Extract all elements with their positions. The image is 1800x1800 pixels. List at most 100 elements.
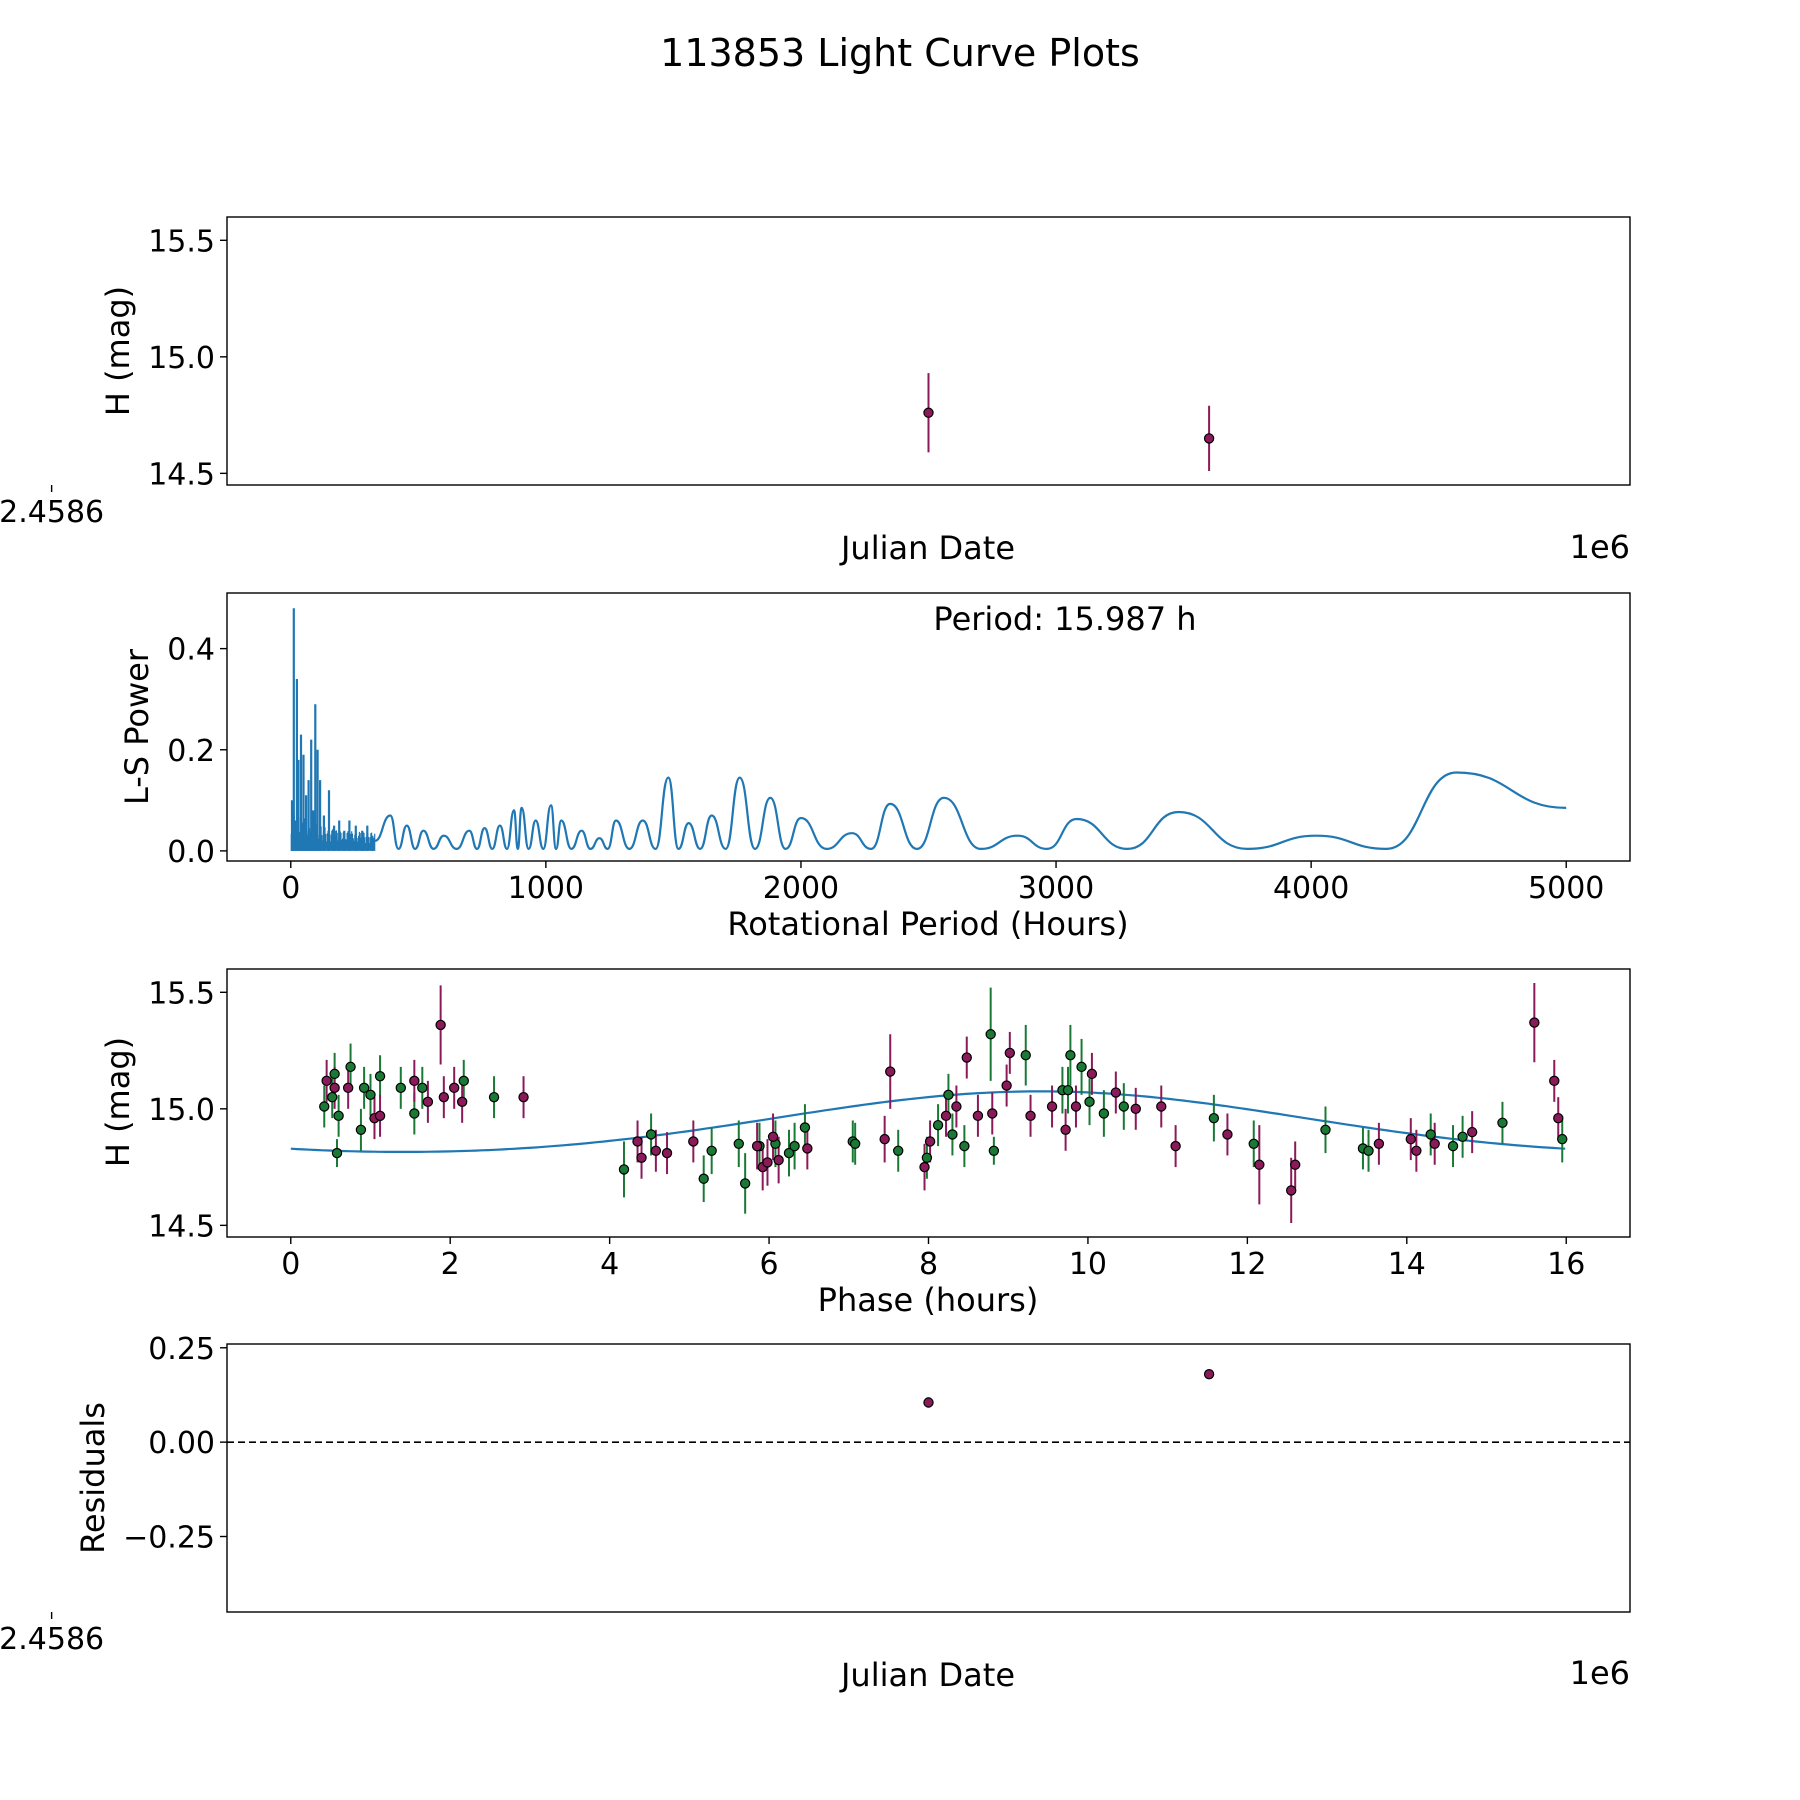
- green-data-point: [1425, 1129, 1436, 1140]
- data-layer: [923, 373, 1215, 472]
- green-data-point: [417, 1082, 428, 1094]
- residuals-ticks: 2.45862.45882.45902.45922.45942.45960.25…: [0, 1332, 227, 1657]
- magenta-data-point: [374, 1110, 386, 1122]
- phased-frame: [226, 968, 1631, 1238]
- green-data-point: [733, 1138, 744, 1149]
- magenta-data-point: [661, 1147, 673, 1159]
- magenta-data-point: [1203, 433, 1215, 444]
- green-data-point: [395, 1082, 406, 1094]
- magenta-data-point: [1001, 1080, 1012, 1091]
- green-data-point: [355, 1124, 367, 1136]
- residuals-panel: 2.45862.45882.45902.45922.45942.45960.25…: [0, 1332, 1631, 1694]
- green-data-point: [1497, 1117, 1508, 1129]
- green-data-point: [1118, 1101, 1130, 1112]
- magenta-data-point: [1086, 1068, 1098, 1080]
- x-tick-label: 1000: [508, 871, 584, 906]
- green-data-point: [327, 1091, 338, 1103]
- x-tick-label: 2: [441, 1247, 460, 1282]
- y-tick-label: 0.25: [148, 1332, 215, 1367]
- data-layer: [923, 1368, 1215, 1408]
- green-data-point: [739, 1178, 751, 1189]
- x-tick-label: 0: [281, 1247, 300, 1282]
- x-tick-label: 0: [281, 871, 300, 906]
- green-data-point: [849, 1138, 861, 1149]
- magenta-data-point: [1004, 1047, 1016, 1059]
- green-data-point: [1457, 1131, 1468, 1142]
- green-data-point: [1076, 1061, 1087, 1073]
- magenta-data-point: [951, 1101, 962, 1112]
- y-tick-label: 15.0: [148, 1093, 215, 1128]
- magenta-data-point: [1373, 1138, 1385, 1149]
- y-tick-label: 0.00: [148, 1426, 215, 1461]
- magenta-data-point: [1046, 1101, 1058, 1112]
- magenta-data-point: [1070, 1101, 1082, 1112]
- y-tick-label: 14.5: [148, 1209, 215, 1244]
- green-data-point: [959, 1140, 970, 1152]
- periodogram-marks: [290, 608, 1567, 851]
- x-tick-label: 5000: [1528, 871, 1604, 906]
- green-data-point: [1447, 1140, 1459, 1152]
- green-data-point: [943, 1089, 954, 1101]
- green-data-point: [329, 1068, 340, 1080]
- figure-title: 113853 Light Curve Plots: [660, 31, 1140, 75]
- green-data-point: [1098, 1108, 1110, 1119]
- magenta-data-point: [972, 1110, 984, 1122]
- magenta-data-point: [1466, 1126, 1478, 1138]
- y-tick-label: 0.2: [167, 734, 215, 769]
- magenta-data-point: [1060, 1124, 1071, 1136]
- magenta-data-point: [650, 1145, 662, 1156]
- magenta-data-point: [1025, 1110, 1036, 1122]
- x-tick-label: 4000: [1273, 871, 1349, 906]
- magenta-data-point: [1529, 1017, 1540, 1028]
- magenta-data-point: [1156, 1101, 1167, 1112]
- y-tick-label: 0.4: [167, 633, 215, 668]
- periodogram-frame: [226, 592, 1631, 862]
- x-tick-label: 3000: [1018, 871, 1094, 906]
- magenta-data-point: [919, 1161, 930, 1173]
- green-data-point: [1208, 1112, 1220, 1124]
- magenta-data-point: [321, 1075, 332, 1087]
- magenta-data-point: [422, 1096, 434, 1108]
- magenta-data-point: [1286, 1185, 1297, 1196]
- x-tick-label: 4: [600, 1247, 619, 1282]
- magenta-data-point: [923, 1397, 934, 1408]
- magenta-data-point: [1553, 1112, 1564, 1124]
- green-data-point: [789, 1140, 800, 1152]
- lightcurve-marks: [923, 373, 1215, 472]
- x-tick-label: 12: [1228, 1247, 1266, 1282]
- green-data-point: [1557, 1133, 1568, 1145]
- magenta-data-point: [802, 1143, 813, 1154]
- lightcurve-x-label: Julian Date: [839, 529, 1015, 567]
- magenta-data-point: [409, 1075, 420, 1087]
- magenta-data-point: [632, 1136, 643, 1147]
- residuals-offset-text: 1e6: [1570, 1654, 1630, 1692]
- x-tick-label: 6: [760, 1247, 779, 1282]
- magenta-data-point: [1411, 1145, 1422, 1156]
- magenta-data-point: [924, 1136, 936, 1147]
- green-data-point: [345, 1061, 356, 1073]
- magenta-data-point: [1429, 1138, 1440, 1149]
- magenta-data-point: [448, 1082, 460, 1094]
- magenta-data-point: [438, 1091, 450, 1103]
- lightcurve-offset-text: 1e6: [1570, 528, 1630, 566]
- magenta-data-point: [762, 1157, 773, 1168]
- residuals-y-label: Residuals: [74, 1402, 112, 1554]
- green-data-point: [618, 1164, 630, 1175]
- magenta-data-point: [456, 1096, 468, 1108]
- x-tick-label: 14: [1388, 1247, 1426, 1282]
- y-tick-label: 15.0: [148, 341, 215, 376]
- magenta-data-point: [1549, 1075, 1560, 1087]
- green-data-point: [1062, 1084, 1074, 1096]
- green-data-point: [1084, 1096, 1095, 1108]
- x-tick-label: 16: [1547, 1247, 1585, 1282]
- magenta-data-point: [879, 1133, 890, 1145]
- green-data-point: [319, 1101, 330, 1112]
- periodogram-x-label: Rotational Period (Hours): [727, 905, 1128, 943]
- x-tick-label: 8: [919, 1247, 938, 1282]
- periodogram-noise: [290, 810, 376, 851]
- magenta-data-point: [987, 1108, 998, 1119]
- green-data-point: [358, 1082, 370, 1094]
- green-data-point: [374, 1070, 386, 1082]
